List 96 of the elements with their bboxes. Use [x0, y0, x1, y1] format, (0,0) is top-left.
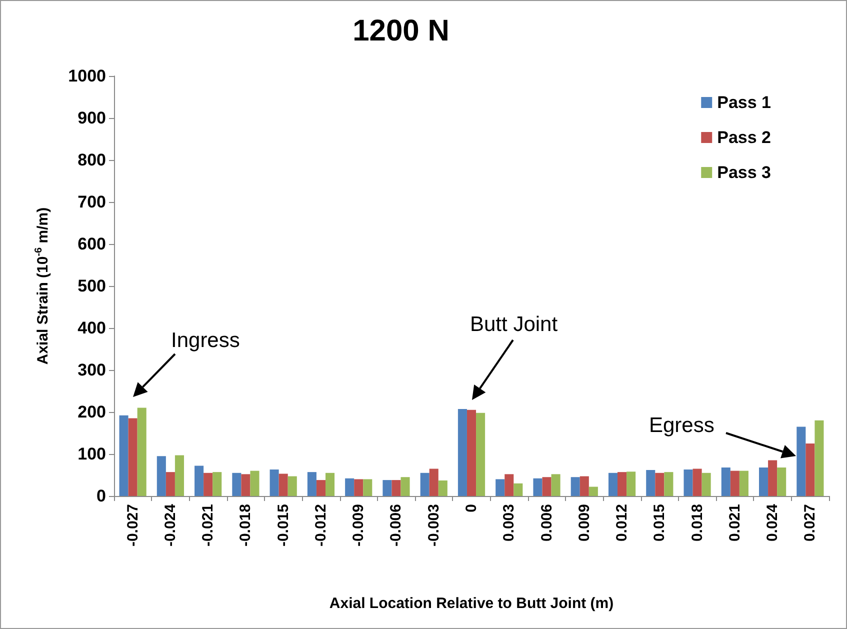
bar	[806, 444, 815, 496]
y-tick-label: 500	[78, 276, 106, 296]
bar	[618, 472, 627, 496]
y-tick-label: 600	[78, 234, 106, 254]
y-axis-title: Axial Strain (10-6 m/m)	[34, 207, 52, 365]
bar	[533, 478, 542, 496]
bar	[241, 474, 250, 496]
bar	[814, 420, 824, 496]
bar	[768, 460, 778, 496]
bar	[684, 470, 693, 496]
bar	[400, 477, 410, 496]
y-tick-label: 300	[78, 360, 106, 380]
x-tick-label: 0.012	[614, 504, 631, 542]
x-tick-label: -0.009	[350, 504, 368, 547]
bar	[466, 410, 476, 496]
bar	[392, 480, 401, 496]
bar	[307, 472, 316, 496]
bar	[504, 474, 514, 496]
bar	[212, 472, 222, 496]
bar	[796, 426, 806, 496]
y-tick-label: 200	[78, 402, 106, 422]
bar	[278, 474, 288, 496]
annotation: Ingress	[171, 329, 240, 352]
legend-label: Pass 3	[717, 163, 772, 182]
bar	[739, 470, 748, 496]
x-tick-label: 0.018	[688, 504, 706, 542]
bar	[156, 456, 166, 496]
y-tick-label: 1000	[68, 66, 106, 86]
bar	[345, 478, 354, 496]
bar	[137, 408, 146, 496]
bar	[438, 480, 448, 496]
bar	[325, 472, 335, 496]
annotation: Butt Joint	[470, 313, 558, 336]
x-tick-label: -0.024	[162, 503, 179, 547]
bar	[128, 418, 138, 496]
bar	[288, 476, 297, 496]
bar	[588, 486, 598, 496]
x-tick-label: -0.015	[274, 504, 292, 547]
bar	[496, 479, 505, 496]
x-tick-label: 0.009	[576, 504, 593, 542]
x-tick-label: -0.021	[200, 504, 217, 547]
bar	[420, 472, 430, 496]
bar	[664, 472, 674, 496]
bar	[551, 474, 560, 496]
bar	[119, 415, 128, 496]
bar	[646, 470, 656, 496]
x-tick-label: 0.021	[726, 504, 744, 542]
bar	[232, 472, 242, 496]
bar	[692, 468, 702, 496]
y-tick-label: 800	[78, 150, 106, 170]
bar	[382, 480, 392, 496]
bar	[730, 470, 740, 496]
bar	[166, 472, 175, 496]
y-tick-label: 100	[78, 444, 106, 464]
y-tick-label: 0	[96, 486, 106, 506]
bar	[514, 483, 523, 496]
bar	[174, 455, 184, 496]
bar	[194, 466, 204, 496]
bar	[626, 472, 636, 496]
bar	[570, 477, 580, 496]
x-tick-label: 0.003	[500, 504, 518, 542]
bar	[721, 467, 730, 496]
y-tick-label: 900	[78, 108, 106, 128]
bar	[580, 476, 589, 496]
annotation: Egress	[649, 414, 714, 437]
bar	[759, 467, 768, 496]
x-tick-label: -0.003	[425, 504, 442, 547]
bar	[270, 470, 279, 496]
bar	[777, 467, 786, 496]
bar	[363, 479, 372, 496]
bar	[250, 470, 260, 496]
x-tick-label: -0.018	[237, 504, 254, 547]
x-tick-label: 0	[463, 504, 480, 512]
bar	[702, 472, 711, 496]
chart-title: 1200 N	[352, 14, 450, 48]
x-axis-title: Axial Location Relative to Butt Joint (m)	[329, 595, 614, 612]
x-tick-label: 0.027	[802, 504, 819, 542]
y-tick-label: 400	[78, 318, 106, 338]
x-tick-label: -0.006	[388, 504, 405, 547]
x-tick-label: 0.015	[651, 504, 668, 542]
legend-label: Pass 2	[717, 128, 772, 147]
bar	[354, 479, 364, 496]
bar	[429, 468, 438, 496]
y-tick-label: 700	[78, 192, 106, 212]
bar	[542, 477, 552, 496]
legend-label: Pass 1	[717, 93, 772, 112]
bar	[655, 472, 664, 496]
bar	[476, 412, 486, 496]
bar	[204, 472, 213, 496]
bar	[458, 409, 467, 496]
bar	[316, 480, 326, 496]
x-tick-label: -0.012	[312, 504, 330, 547]
x-tick-label: 0.024	[764, 503, 782, 542]
bar	[608, 472, 618, 496]
x-tick-label: -0.027	[124, 504, 142, 547]
x-tick-label: 0.006	[538, 504, 556, 542]
